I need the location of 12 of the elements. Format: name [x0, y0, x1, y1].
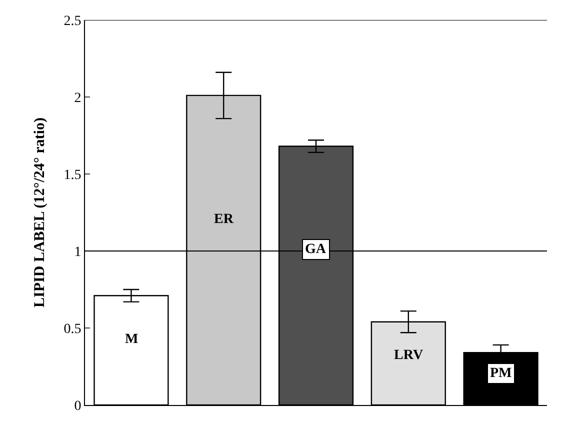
- x-tick-label: LRV: [394, 348, 424, 363]
- y-axis-title: LIPID LABEL (12°/24° ratio): [32, 118, 48, 308]
- x-tick-label: M: [125, 332, 138, 347]
- y-tick-label: 0: [74, 398, 82, 414]
- y-tick-label: 0.5: [64, 322, 82, 337]
- y-tick-label: 2: [74, 90, 82, 106]
- x-tick-label: PM: [490, 366, 512, 381]
- x-tick-label: ER: [214, 212, 234, 227]
- x-tick-label: GA: [305, 242, 327, 257]
- y-tick-label: 1.5: [64, 168, 82, 183]
- y-tick-label: 2.5: [64, 14, 82, 29]
- y-tick-label: 1: [74, 244, 82, 260]
